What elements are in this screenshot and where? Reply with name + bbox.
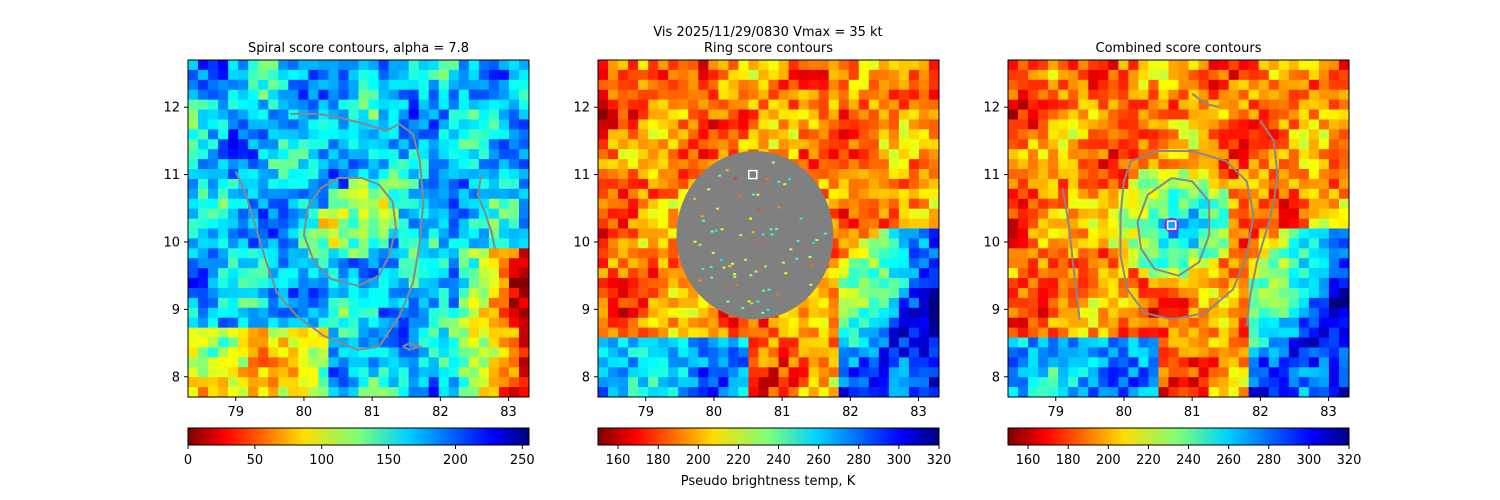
suptitle: Vis 2025/11/29/0830 Vmax = 35 kt: [653, 25, 882, 40]
colorbar-tick-label: 280: [846, 453, 871, 468]
x-tick-label: 81: [1184, 405, 1201, 420]
colorbar-tick-label: 100: [309, 453, 334, 468]
contour-line: [1191, 92, 1220, 109]
x-tick-label: 81: [364, 405, 381, 420]
x-tick-label: 83: [910, 405, 927, 420]
x-tick-label: 79: [227, 405, 244, 420]
contour-line: [402, 342, 424, 351]
colorbar-tick-label: 220: [1136, 453, 1161, 468]
colorbar-tick-label: 240: [766, 453, 791, 468]
y-tick-label: 12: [983, 101, 1000, 116]
y-tick-label: 9: [172, 303, 180, 318]
colorbar: [1007, 427, 1350, 446]
colorbar-tick-label: 160: [606, 453, 631, 468]
panel-title: Spiral score contours, alpha = 7.8: [248, 41, 469, 56]
combined-score-panel: Combined score contours 79 80 81 82 83 8 9 10 11 1…: [983, 41, 1361, 468]
colorbar: [597, 427, 940, 446]
y-tick-label: 10: [573, 235, 590, 250]
colorbar-tick-label: 180: [1056, 453, 1081, 468]
colorbar-tick-label: 320: [1337, 453, 1362, 468]
colorbar-tick-label: 260: [1216, 453, 1241, 468]
y-tick-label: 11: [983, 168, 1000, 183]
y-tick-label: 10: [163, 235, 180, 250]
contour-line: [1245, 120, 1279, 327]
colorbar-tick-label: 200: [443, 453, 468, 468]
x-tick-label: 80: [296, 405, 313, 420]
colorbar-tick-label: 300: [1296, 453, 1321, 468]
colorbar-tick-label: 240: [1176, 453, 1201, 468]
y-tick-label: 11: [163, 168, 180, 183]
colorbar-tick-label: 180: [646, 453, 671, 468]
contour-line: [1136, 177, 1211, 277]
panel-title: Ring score contours: [704, 41, 833, 56]
colorbar-tick-label: 160: [1016, 453, 1041, 468]
center-marker: [1166, 220, 1177, 230]
contour-line: [234, 112, 425, 351]
x-tick-label: 82: [842, 405, 859, 420]
colorbar-tick-label: 200: [686, 453, 711, 468]
y-tick-label: 12: [573, 101, 590, 116]
masked-region: [676, 150, 834, 320]
y-tick-label: 10: [983, 235, 1000, 250]
y-tick-label: 9: [582, 303, 590, 318]
y-tick-label: 12: [163, 101, 180, 116]
colorbar-tick-label: 220: [726, 453, 751, 468]
colorbar-tick-label: 260: [806, 453, 831, 468]
x-tick-label: 82: [1252, 405, 1269, 420]
panel-title: Combined score contours: [1096, 41, 1262, 56]
x-tick-label: 80: [1116, 405, 1133, 420]
heatmap-image: [188, 60, 529, 397]
heatmap-image: [1008, 60, 1349, 397]
colorbar-tick-label: 50: [247, 453, 264, 468]
axes-frame: [1007, 59, 1350, 398]
colorbar-tick-label: 300: [886, 453, 911, 468]
colorbar-tick-label: 250: [510, 453, 535, 468]
contour-line: [1061, 187, 1081, 320]
y-tick-label: 8: [172, 370, 180, 385]
colorbar: [187, 427, 530, 446]
x-tick-label: 82: [432, 405, 449, 420]
x-tick-label: 80: [706, 405, 723, 420]
colorbar-tick-label: 280: [1256, 453, 1281, 468]
colorbar-tick-label: 200: [1096, 453, 1121, 468]
axes-frame: [187, 59, 530, 398]
center-ring-marker: [1164, 217, 1179, 233]
x-tick-label: 83: [500, 405, 517, 420]
colorbar-tick-label: 320: [927, 453, 952, 468]
y-tick-label: 8: [582, 370, 590, 385]
x-tick-label: 83: [1320, 405, 1337, 420]
axes-frame: [597, 59, 940, 398]
ring-score-panel: Ring score contours 79 80 81 82 83 8 9 10 11 12 160…: [573, 41, 951, 468]
contour-line: [476, 174, 496, 249]
y-tick-label: 11: [573, 168, 590, 183]
y-tick-label: 8: [992, 370, 1000, 385]
contour-line: [302, 177, 398, 287]
colorbar-tick-label: 0: [184, 453, 192, 468]
contour-line: [1119, 150, 1255, 321]
colorbar-label: Pseudo brightness temp, K: [681, 474, 856, 489]
x-tick-label: 79: [637, 405, 654, 420]
x-tick-label: 81: [774, 405, 791, 420]
y-tick-label: 9: [992, 303, 1000, 318]
colorbar-tick-label: 150: [376, 453, 401, 468]
center-marker: [748, 169, 758, 180]
x-tick-label: 79: [1047, 405, 1064, 420]
spiral-score-panel: Spiral score contours, alpha = 7.879 80 81…: [163, 41, 534, 468]
heatmap-image: [598, 60, 939, 397]
